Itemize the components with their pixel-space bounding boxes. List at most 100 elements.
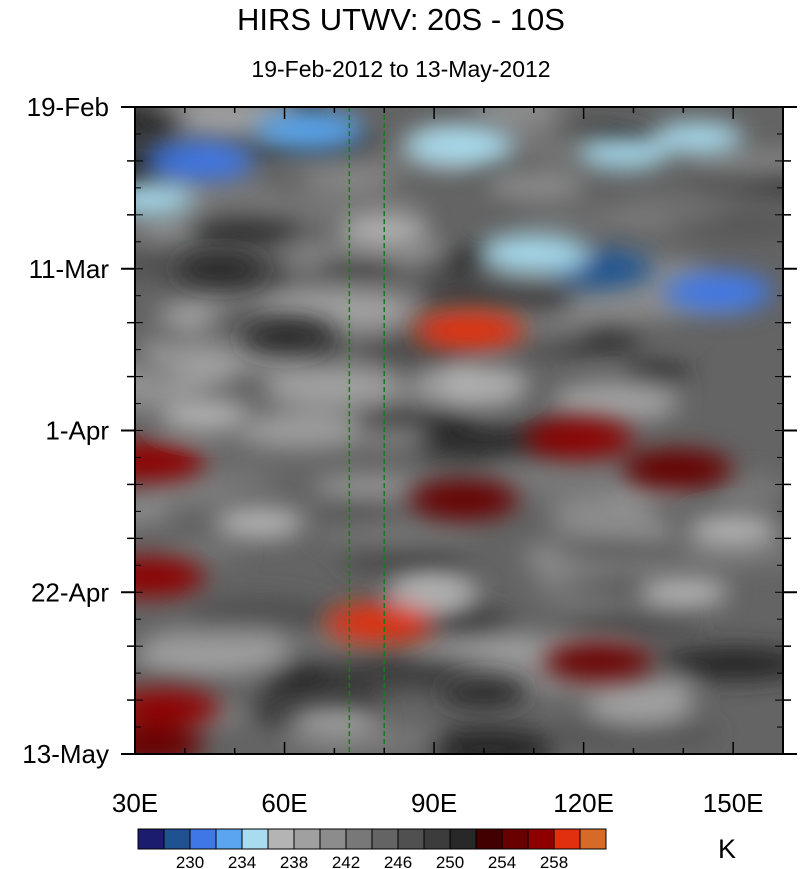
- field-anomaly-core: [135, 192, 170, 207]
- colorbar-label: 250: [436, 853, 464, 869]
- chart-title: HIRS UTWV: 20S - 10S: [237, 2, 565, 37]
- colorbar-swatch: [527, 828, 555, 850]
- texture-patch: [488, 170, 586, 199]
- colorbar-swatch: [501, 828, 529, 850]
- field-anomaly-core: [314, 716, 355, 731]
- texture-patch: [661, 218, 783, 235]
- axes: 30E 60E 90E 120E 150E 19-Feb 11-Mar 1-Apr 22-Apr…: [22, 92, 797, 818]
- texture-patch: [311, 476, 425, 496]
- texture-patch: [558, 612, 702, 632]
- texture-patch: [239, 412, 364, 444]
- field-anomaly-core: [264, 331, 305, 346]
- texture-patch: [486, 458, 637, 501]
- colorbar-units: K: [718, 834, 737, 864]
- texture-patch: [407, 607, 518, 640]
- texture-patch: [364, 107, 500, 119]
- field-anomaly-core: [135, 737, 176, 754]
- texture-patch: [685, 151, 783, 170]
- texture-patch: [420, 279, 578, 317]
- texture-patch: [420, 727, 557, 754]
- colorbar-swatch: [189, 828, 217, 850]
- field-anomaly-core: [283, 121, 336, 140]
- texture-patch: [619, 362, 691, 385]
- field-anomaly-core: [437, 490, 490, 509]
- field-anomaly-core: [199, 261, 240, 276]
- texture-patch: [711, 474, 783, 510]
- field-anomaly-core: [713, 523, 754, 538]
- texture-patch: [549, 497, 657, 537]
- colorbar-swatch: [163, 828, 191, 850]
- field-anomaly-core: [678, 130, 719, 145]
- texture-patch: [151, 627, 292, 644]
- colorbar-label: 258: [540, 853, 568, 869]
- colorbar: 230 234 238 242 246 250 254 258: [137, 828, 607, 869]
- field-anomaly-core: [572, 259, 625, 278]
- colorbar-swatch: [371, 828, 399, 850]
- texture-patch: [660, 646, 783, 681]
- texture-patch: [135, 497, 171, 525]
- colorbar-swatch: [475, 828, 503, 850]
- chart-subtitle: 19-Feb-2012 to 13-May-2012: [251, 56, 551, 82]
- texture-patch: [314, 521, 480, 544]
- colorbar-label: 230: [176, 853, 204, 869]
- x-tick-label: 30E: [112, 788, 158, 818]
- y-tick-label: 11-Mar: [29, 254, 110, 284]
- y-tick-label: 1-Apr: [45, 416, 109, 446]
- x-tick-label: 150E: [703, 788, 764, 818]
- texture-patch: [298, 170, 398, 190]
- texture-patch: [553, 542, 685, 560]
- colorbar-swatch: [579, 828, 607, 850]
- field-anomaly-core: [603, 146, 644, 161]
- field-anomalies: [135, 110, 779, 754]
- texture-patch: [585, 685, 695, 725]
- colorbar-label: 254: [488, 853, 516, 869]
- colorbar-label: 242: [332, 853, 360, 869]
- texture-patch: [135, 107, 188, 139]
- texture-patch: [188, 180, 284, 215]
- colorbar-swatch: [345, 828, 373, 850]
- x-tick-label: 90E: [411, 788, 457, 818]
- colorbar-label: 246: [384, 853, 412, 869]
- texture-patch: [313, 258, 403, 277]
- colorbar-swatch: [293, 828, 321, 850]
- colorbar-swatch: [553, 828, 581, 850]
- colorbar-swatch: [319, 828, 347, 850]
- texture-patch: [262, 365, 404, 409]
- heatmap-field: [135, 107, 783, 754]
- x-tick-label: 60E: [261, 788, 307, 818]
- colorbar-label: 234: [228, 853, 256, 869]
- field-anomaly-core: [135, 567, 176, 586]
- field-anomaly-core: [663, 585, 704, 600]
- field-anomaly-core: [692, 282, 745, 301]
- field-anomaly-core: [552, 429, 605, 448]
- colorbar-swatch: [267, 828, 295, 850]
- texture-patch: [474, 107, 562, 131]
- x-tick-label: 120E: [553, 788, 614, 818]
- field-anomaly-core: [507, 244, 560, 263]
- colorbar-label: 238: [280, 853, 308, 869]
- field-anomaly-core: [433, 136, 485, 155]
- reference-lines: [348, 107, 385, 754]
- field-anomaly-core: [184, 408, 225, 423]
- field-anomaly-core: [652, 460, 705, 479]
- field-anomaly-core: [442, 321, 495, 340]
- y-tick-label: 22-Apr: [31, 577, 109, 607]
- colorbar-swatch: [423, 828, 451, 850]
- texture-patch: [336, 551, 489, 570]
- field-anomaly-core: [135, 452, 176, 471]
- field-anomaly-core: [463, 377, 504, 392]
- y-tick-label: 19-Feb: [27, 92, 109, 122]
- colorbar-swatch: [215, 828, 243, 850]
- colorbar-swatch: [137, 828, 165, 850]
- field-anomaly-core: [353, 614, 406, 633]
- y-tick-label: 13-May: [22, 739, 109, 769]
- colorbar-swatch: [241, 828, 269, 850]
- colorbar-swatch: [397, 828, 425, 850]
- texture-patch: [162, 542, 244, 561]
- texture-patch: [135, 634, 291, 674]
- texture-patch: [552, 381, 679, 423]
- texture-patch: [318, 654, 466, 691]
- texture-patch: [183, 213, 305, 242]
- field-anomaly-core: [173, 151, 226, 170]
